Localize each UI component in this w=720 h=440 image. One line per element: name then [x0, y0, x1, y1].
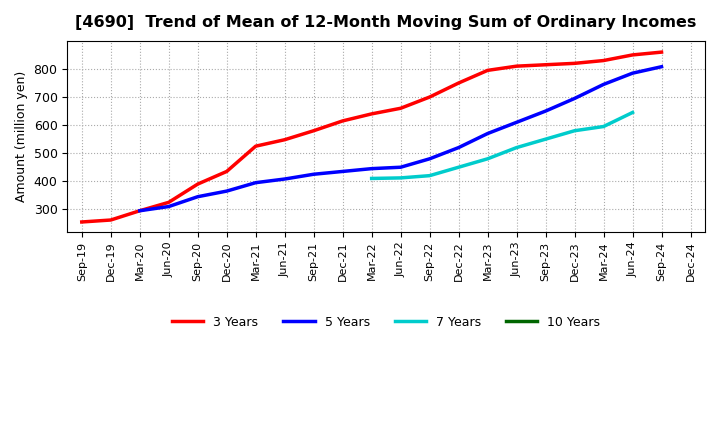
3 Years — [512, 63, 521, 69]
3 Years — [454, 81, 463, 86]
3 Years — [426, 95, 434, 100]
3 Years — [570, 61, 579, 66]
7 Years — [629, 110, 637, 115]
3 Years — [280, 137, 289, 143]
7 Years — [570, 128, 579, 133]
5 Years — [310, 172, 318, 177]
7 Years — [454, 165, 463, 170]
Title: [4690]  Trend of Mean of 12-Month Moving Sum of Ordinary Incomes: [4690] Trend of Mean of 12-Month Moving … — [76, 15, 697, 30]
5 Years — [599, 82, 608, 87]
Line: 5 Years: 5 Years — [140, 67, 662, 211]
5 Years — [222, 188, 231, 194]
3 Years — [164, 200, 173, 205]
3 Years — [107, 217, 115, 223]
3 Years — [629, 52, 637, 58]
5 Years — [251, 180, 260, 185]
7 Years — [599, 124, 608, 129]
7 Years — [541, 136, 550, 142]
3 Years — [251, 143, 260, 149]
5 Years — [541, 108, 550, 114]
3 Years — [194, 181, 202, 187]
3 Years — [310, 128, 318, 133]
5 Years — [570, 96, 579, 101]
7 Years — [426, 173, 434, 178]
3 Years — [396, 106, 405, 111]
5 Years — [367, 166, 376, 171]
5 Years — [657, 64, 666, 70]
7 Years — [367, 176, 376, 181]
5 Years — [483, 131, 492, 136]
Line: 3 Years: 3 Years — [82, 52, 662, 222]
3 Years — [338, 118, 347, 124]
3 Years — [78, 219, 86, 224]
3 Years — [599, 58, 608, 63]
7 Years — [512, 145, 521, 150]
5 Years — [194, 194, 202, 199]
3 Years — [483, 68, 492, 73]
3 Years — [222, 169, 231, 174]
5 Years — [512, 120, 521, 125]
3 Years — [367, 111, 376, 117]
Y-axis label: Amount (million yen): Amount (million yen) — [15, 71, 28, 202]
Line: 7 Years: 7 Years — [372, 113, 633, 179]
3 Years — [541, 62, 550, 67]
5 Years — [426, 156, 434, 161]
7 Years — [396, 175, 405, 180]
5 Years — [164, 204, 173, 209]
3 Years — [135, 208, 144, 213]
7 Years — [483, 156, 492, 161]
Legend: 3 Years, 5 Years, 7 Years, 10 Years: 3 Years, 5 Years, 7 Years, 10 Years — [167, 311, 606, 334]
5 Years — [396, 165, 405, 170]
5 Years — [629, 70, 637, 76]
3 Years — [657, 49, 666, 55]
5 Years — [135, 208, 144, 213]
5 Years — [338, 169, 347, 174]
5 Years — [280, 176, 289, 182]
5 Years — [454, 145, 463, 150]
